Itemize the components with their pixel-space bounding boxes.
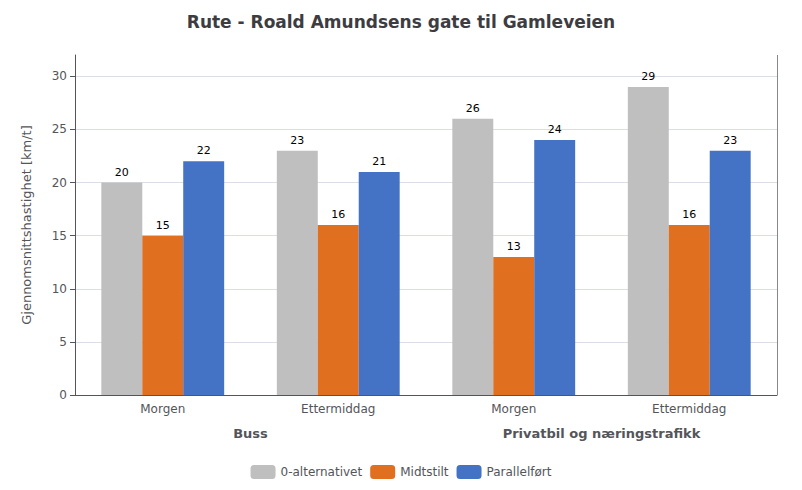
svg-text:Ettermiddag: Ettermiddag [301, 402, 375, 416]
svg-text:30: 30 [52, 69, 67, 83]
svg-text:16: 16 [331, 208, 345, 221]
svg-text:16: 16 [682, 208, 696, 221]
svg-text:Rute - Roald Amundsens gate ti: Rute - Roald Amundsens gate til Gamlevei… [187, 12, 615, 32]
svg-text:0: 0 [59, 388, 67, 402]
svg-text:Ettermiddag: Ettermiddag [652, 402, 726, 416]
svg-text:29: 29 [641, 70, 655, 83]
svg-text:Buss: Buss [233, 426, 268, 441]
svg-text:25: 25 [52, 122, 67, 136]
svg-text:Midtstilt: Midtstilt [400, 465, 449, 479]
svg-text:Parallelført: Parallelført [487, 465, 552, 479]
svg-text:15: 15 [156, 219, 170, 232]
svg-text:20: 20 [115, 166, 129, 179]
svg-text:21: 21 [372, 155, 386, 168]
svg-text:Morgen: Morgen [140, 402, 185, 416]
svg-text:23: 23 [723, 134, 737, 147]
svg-text:22: 22 [197, 144, 211, 157]
svg-text:20: 20 [52, 176, 67, 190]
svg-text:23: 23 [290, 134, 304, 147]
svg-text:0-alternativet: 0-alternativet [281, 465, 363, 479]
svg-text:15: 15 [52, 229, 67, 243]
svg-text:Privatbil og næringstrafikk: Privatbil og næringstrafikk [503, 426, 701, 441]
svg-text:26: 26 [466, 102, 480, 115]
svg-text:10: 10 [52, 282, 67, 296]
svg-text:24: 24 [548, 123, 562, 136]
svg-text:Gjennomsnittshastighet [km/t]: Gjennomsnittshastighet [km/t] [19, 125, 34, 325]
svg-text:5: 5 [59, 335, 67, 349]
svg-text:Morgen: Morgen [491, 402, 536, 416]
svg-text:13: 13 [507, 240, 521, 253]
